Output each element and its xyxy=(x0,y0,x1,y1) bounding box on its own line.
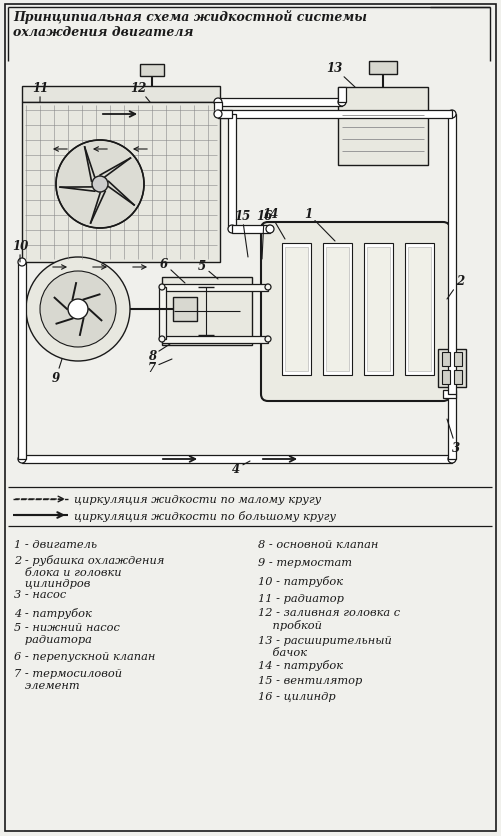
Text: 11: 11 xyxy=(32,82,48,103)
Bar xyxy=(22,103,220,263)
Text: 7 - термосиловой
   элемент: 7 - термосиловой элемент xyxy=(14,668,122,690)
Bar xyxy=(448,395,456,460)
Bar xyxy=(159,288,166,339)
Text: 6: 6 xyxy=(160,257,185,283)
Circle shape xyxy=(228,226,236,234)
Bar xyxy=(338,88,428,166)
Text: 12 - заливная головка с
    пробкой: 12 - заливная головка с пробкой xyxy=(258,607,400,630)
Bar xyxy=(22,456,452,463)
Bar xyxy=(408,247,431,371)
Circle shape xyxy=(92,176,108,193)
Circle shape xyxy=(159,337,165,343)
Text: 2: 2 xyxy=(447,275,464,299)
Bar xyxy=(162,337,268,344)
Text: 16: 16 xyxy=(256,210,272,260)
Text: 9 - термостат: 9 - термостат xyxy=(258,558,352,568)
Text: 12: 12 xyxy=(130,82,150,103)
Circle shape xyxy=(56,140,144,229)
Bar xyxy=(232,226,270,234)
Bar xyxy=(22,87,220,103)
Circle shape xyxy=(448,111,456,119)
Text: 7: 7 xyxy=(148,359,172,375)
Bar xyxy=(162,278,252,345)
Text: 14: 14 xyxy=(262,208,285,240)
Bar xyxy=(285,247,308,371)
Circle shape xyxy=(448,390,456,399)
Bar xyxy=(323,244,352,375)
Text: 11 - радиатор: 11 - радиатор xyxy=(258,594,344,604)
Bar xyxy=(442,353,450,366)
Text: 10: 10 xyxy=(12,240,28,263)
Bar xyxy=(367,247,390,371)
Text: 14 - патрубок: 14 - патрубок xyxy=(258,660,343,670)
Bar xyxy=(228,115,236,230)
Text: 6 - перепускной клапан: 6 - перепускной клапан xyxy=(14,651,155,661)
Text: 8 - основной клапан: 8 - основной клапан xyxy=(258,539,378,549)
Bar xyxy=(405,244,434,375)
Text: 1 - двигатель: 1 - двигатель xyxy=(14,539,97,549)
Bar xyxy=(442,370,450,385)
Text: Принципиальная схема жидкостной системы
охлаждения двигателя: Принципиальная схема жидкостной системы … xyxy=(13,10,367,39)
Bar xyxy=(454,370,462,385)
Bar xyxy=(448,115,456,395)
Circle shape xyxy=(40,272,116,348)
Text: 10 - патрубок: 10 - патрубок xyxy=(258,575,343,586)
Bar xyxy=(364,244,393,375)
Circle shape xyxy=(338,99,346,107)
Bar xyxy=(282,244,311,375)
Bar xyxy=(443,390,456,399)
Circle shape xyxy=(448,456,456,463)
Bar xyxy=(326,247,349,371)
Bar xyxy=(218,99,342,107)
Circle shape xyxy=(265,285,271,291)
Bar xyxy=(18,263,26,460)
Bar xyxy=(369,62,397,75)
Text: 13 - расширительный
    бачок: 13 - расширительный бачок xyxy=(258,635,392,657)
Circle shape xyxy=(26,257,130,361)
Text: 15: 15 xyxy=(234,210,250,257)
Text: 8: 8 xyxy=(148,344,170,363)
Circle shape xyxy=(214,111,222,119)
Text: 9: 9 xyxy=(52,359,62,385)
FancyBboxPatch shape xyxy=(261,222,450,401)
Bar xyxy=(338,88,346,103)
Text: 4 - патрубок: 4 - патрубок xyxy=(14,607,92,619)
Circle shape xyxy=(68,299,88,319)
Text: 13: 13 xyxy=(326,62,355,88)
Circle shape xyxy=(18,258,26,267)
Text: циркуляция жидкости по большому кругу: циркуляция жидкости по большому кругу xyxy=(74,510,336,521)
Text: 5 - нижний насос
   радиатора: 5 - нижний насос радиатора xyxy=(14,622,120,644)
Bar xyxy=(214,103,222,115)
Text: циркуляция жидкости по малому кругу: циркуляция жидкости по малому кругу xyxy=(74,494,321,504)
Bar xyxy=(140,65,164,77)
Text: 4: 4 xyxy=(232,461,250,476)
Text: 3 - насос: 3 - насос xyxy=(14,589,66,599)
Bar xyxy=(162,285,268,292)
Text: 5: 5 xyxy=(198,260,218,280)
Text: 3: 3 xyxy=(447,420,460,455)
Circle shape xyxy=(265,337,271,343)
Bar xyxy=(438,349,466,388)
Text: 16 - цилиндр: 16 - цилиндр xyxy=(258,691,336,701)
Text: 1: 1 xyxy=(304,208,335,242)
Bar xyxy=(218,111,232,119)
Bar xyxy=(173,298,197,322)
Text: 15 - вентилятор: 15 - вентилятор xyxy=(258,675,362,686)
Text: 2 - рубашка охлаждения
   блока и головки
   цилиндров: 2 - рубашка охлаждения блока и головки ц… xyxy=(14,554,164,589)
Circle shape xyxy=(214,99,222,107)
Circle shape xyxy=(18,456,26,463)
Circle shape xyxy=(266,226,274,234)
Bar xyxy=(454,353,462,366)
Circle shape xyxy=(159,285,165,291)
Bar xyxy=(218,111,452,119)
